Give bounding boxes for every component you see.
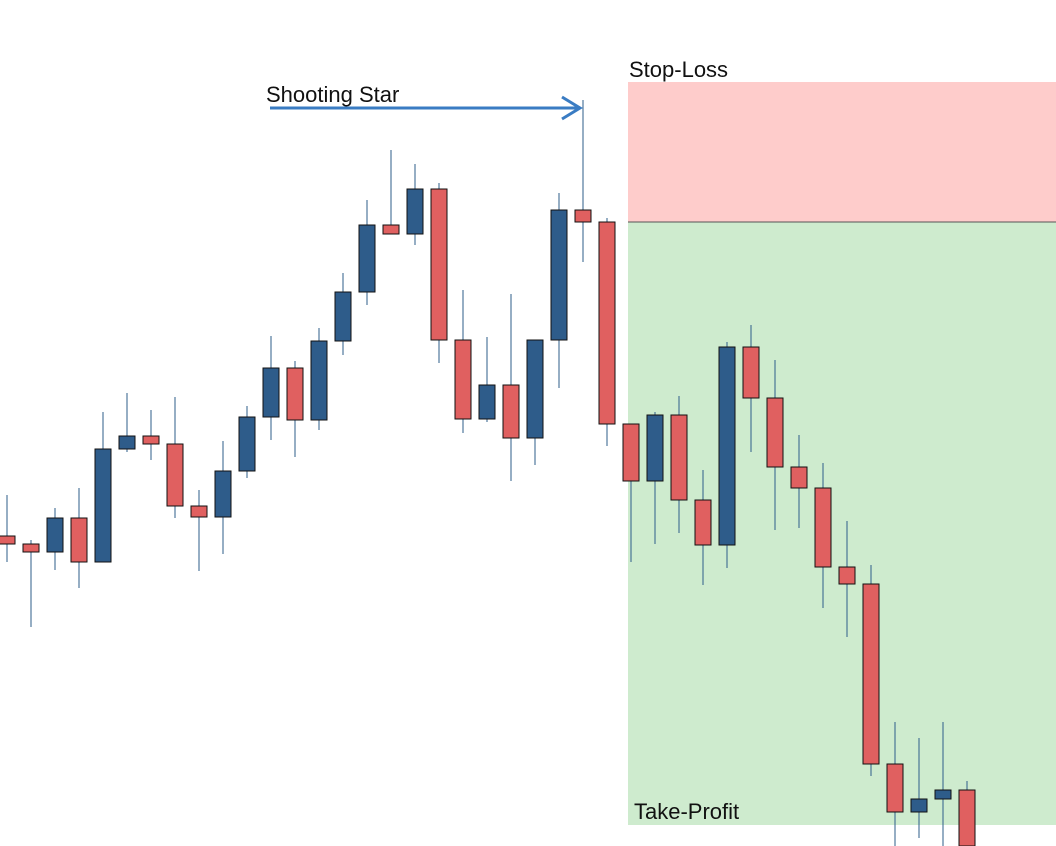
shooting-star-arrow (270, 95, 583, 121)
candle-body (814, 487, 832, 568)
candle-body (910, 798, 928, 813)
candle-body (550, 209, 568, 341)
candle-body (214, 470, 232, 518)
candle-body (790, 466, 808, 489)
candle-body (478, 384, 496, 420)
candle-body (646, 414, 664, 482)
candle-body (190, 505, 208, 518)
candle-body (454, 339, 472, 420)
candle-body (718, 346, 736, 546)
arrow-head (561, 95, 583, 121)
zone-label: Take-Profit (634, 799, 739, 824)
candle-body (622, 423, 640, 482)
candle-body (766, 397, 784, 468)
zone (628, 82, 1056, 222)
candle-body (694, 499, 712, 546)
candle-body (166, 443, 184, 507)
candle-body (70, 517, 88, 563)
zone-label: Stop-Loss (629, 57, 728, 82)
candle-body (0, 535, 16, 545)
candle-body (502, 384, 520, 439)
candle-body (46, 517, 64, 553)
candle-body (406, 188, 424, 235)
candle-body (838, 566, 856, 585)
candle-body (526, 339, 544, 439)
candle-body (742, 346, 760, 399)
candle-body (598, 221, 616, 425)
candle-body (118, 435, 136, 450)
candle-body (334, 291, 352, 342)
zones (628, 82, 1056, 825)
candle-body (886, 763, 904, 813)
candle-body (22, 543, 40, 553)
candle-body (310, 340, 328, 421)
candle-body (382, 224, 400, 235)
candles (0, 100, 976, 846)
candle-body (958, 789, 976, 846)
candle-body (358, 224, 376, 293)
candle-body (142, 435, 160, 445)
candle-body (262, 367, 280, 418)
zone (628, 222, 1056, 825)
candle-body (934, 789, 952, 800)
zone-labels: Stop-Loss Take-Profit (629, 57, 739, 824)
candle-body (286, 367, 304, 421)
candle-body (94, 448, 112, 563)
candle-body (238, 416, 256, 472)
candle-body (862, 583, 880, 765)
candle-body (670, 414, 688, 501)
candle-body (574, 209, 592, 223)
annotation-label: Shooting Star (266, 82, 399, 107)
candle-body (430, 188, 448, 341)
